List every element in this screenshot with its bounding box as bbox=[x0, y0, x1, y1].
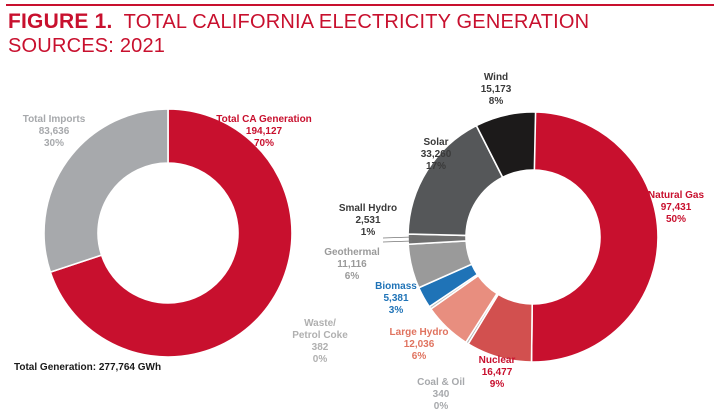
slice-total-imports bbox=[43, 108, 169, 274]
label-total-ca-generation: Total CA Generation 194,127 70% bbox=[216, 114, 312, 149]
label-solar: Solar 33,260 17% bbox=[421, 137, 452, 172]
label-total-imports: Total Imports 83,636 30% bbox=[23, 114, 86, 149]
figure-title: FIGURE 1. TOTAL CALIFORNIA ELECTRICITY G… bbox=[8, 10, 708, 58]
label-nuclear: Nuclear 16,477 9% bbox=[479, 355, 516, 390]
label-geothermal: Geothermal 11,116 6% bbox=[324, 247, 380, 282]
label-wind: Wind 15,173 8% bbox=[481, 72, 512, 107]
figure-label: FIGURE 1. bbox=[8, 10, 113, 33]
leader-line bbox=[382, 240, 413, 243]
top-rule bbox=[6, 4, 714, 6]
label-small-hydro: Small Hydro 2,531 1% bbox=[339, 203, 397, 238]
total-generation-label: Total Generation: 277,764 GWh bbox=[14, 362, 161, 373]
slice-total-ca-generation bbox=[49, 108, 293, 358]
label-natural-gas: Natural Gas 97,431 50% bbox=[648, 190, 705, 225]
leader-line bbox=[382, 236, 413, 239]
label-waste-petrol-coke: Waste/Petrol Coke 382 0% bbox=[292, 318, 348, 365]
donut-chart-total: Total CA Generation 194,127 70% Total Impor… bbox=[14, 108, 312, 373]
title-line-1: TOTAL CALIFORNIA ELECTRICITY GENERATION bbox=[123, 11, 590, 33]
donut-chart-sources: Natural Gas 97,431 50% Nuclear 16,477 9% Coal … bbox=[292, 72, 704, 412]
slice-natural-gas bbox=[530, 111, 659, 363]
label-biomass: Biomass 5,381 3% bbox=[375, 281, 417, 316]
label-coal-oil: Coal & Oil 340 0% bbox=[417, 377, 465, 412]
label-large-hydro: Large Hydro 12,036 6% bbox=[390, 327, 449, 362]
title-line-2: SOURCES: 2021 bbox=[8, 35, 166, 57]
slice-wind bbox=[475, 111, 537, 179]
